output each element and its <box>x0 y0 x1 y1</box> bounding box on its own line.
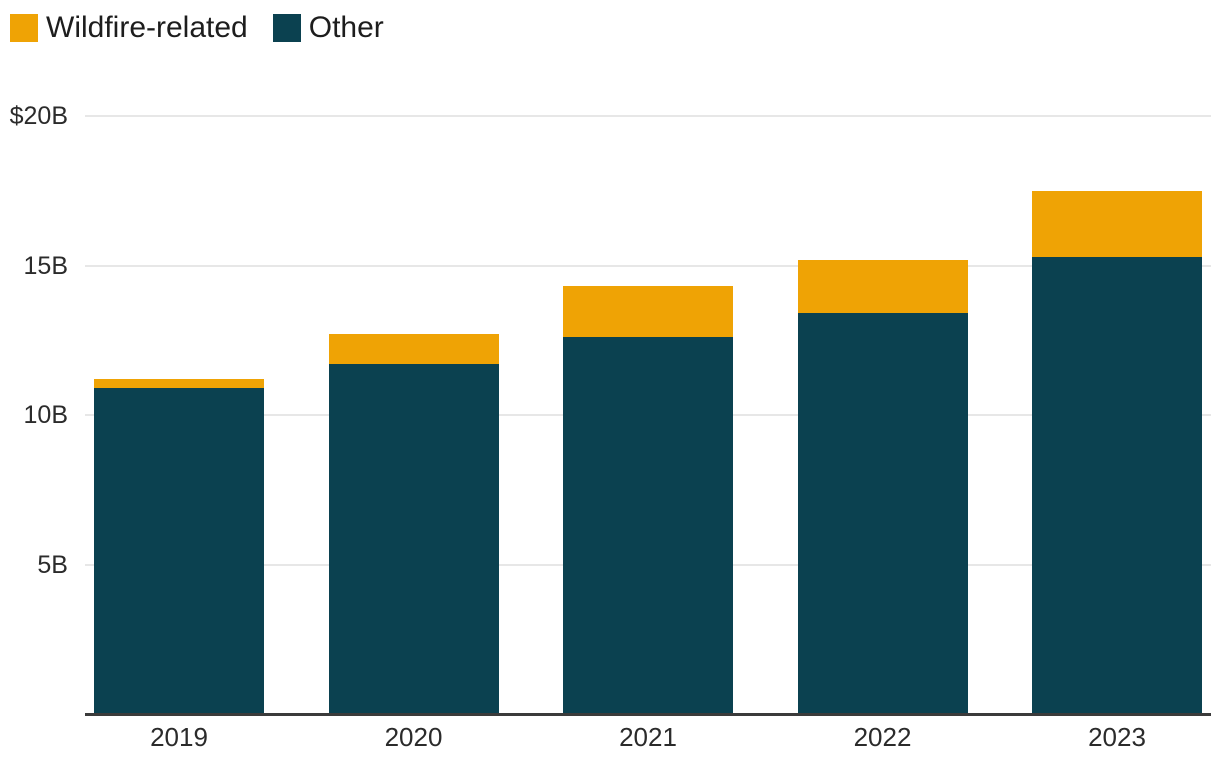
y-axis-tick-label: 5B <box>37 550 68 579</box>
bar-segment-wildfire-related <box>563 286 733 338</box>
y-axis-tick-label: 15B <box>23 251 68 280</box>
gridline <box>85 264 1211 267</box>
x-axis-tick-label: 2019 <box>150 722 208 752</box>
legend-label-wildfire-related: Wildfire-related <box>46 11 248 44</box>
legend-item-wildfire-related: Wildfire-related <box>10 13 248 43</box>
bar-segment-other <box>563 337 733 714</box>
legend-swatch-wildfire-related <box>10 14 38 42</box>
legend: Wildfire-related Other <box>10 13 384 43</box>
bar-segment-wildfire-related <box>797 259 968 314</box>
legend-label-other: Other <box>308 11 384 44</box>
y-axis-tick-label: 10B <box>23 401 68 429</box>
bar-segment-other <box>94 388 264 714</box>
legend-swatch-other <box>272 14 301 42</box>
bar-segment-other <box>1032 256 1202 714</box>
bar-segment-wildfire-related <box>94 379 264 389</box>
x-axis-line <box>85 713 1211 716</box>
gridline <box>85 115 1211 117</box>
x-axis-tick-label: 2020 <box>384 722 443 752</box>
x-axis-tick-label: 2023 <box>1088 722 1146 752</box>
legend-item-other: Other <box>272 11 384 44</box>
bar-segment-wildfire-related <box>1032 190 1202 257</box>
bar-segment-other <box>797 313 968 714</box>
x-axis-tick-label: 2021 <box>619 722 677 752</box>
y-axis-tick-label: $20B <box>9 102 68 130</box>
bar-segment-other <box>328 364 499 714</box>
bar-segment-wildfire-related <box>328 334 499 365</box>
x-axis-tick-label: 2022 <box>853 722 912 752</box>
